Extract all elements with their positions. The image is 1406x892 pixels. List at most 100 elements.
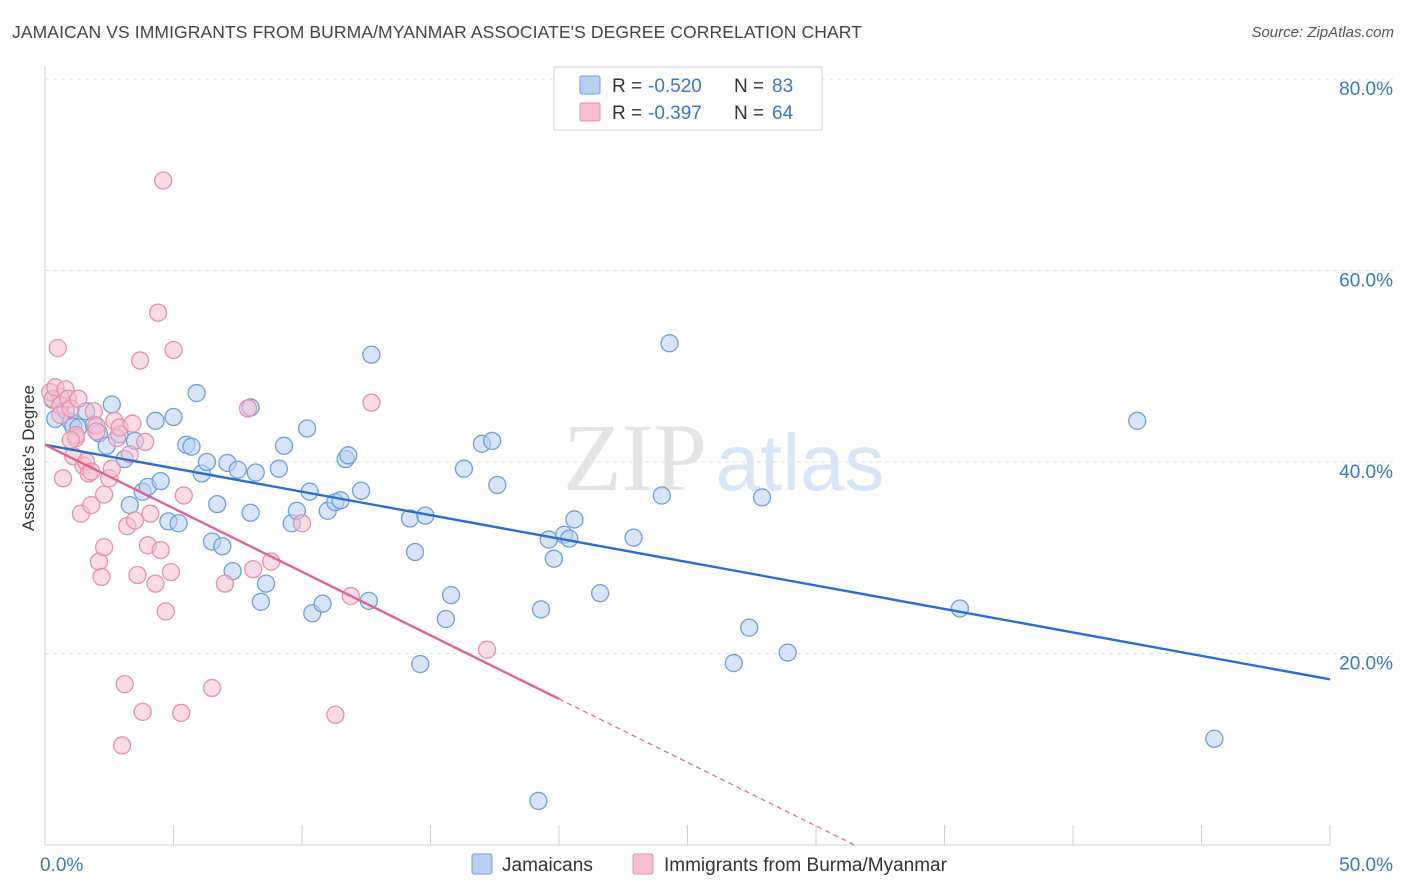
jamaican-point-18	[146, 411, 165, 430]
jamaican-point-58	[436, 609, 456, 629]
jamaican-point-19	[151, 471, 170, 491]
x-tick-label-0: 0.0%	[40, 855, 83, 876]
jamaican-point-76	[740, 618, 759, 637]
jamaican-point-79	[950, 599, 970, 618]
chart-title: JAMAICAN VS IMMIGRANTS FROM BURMA/MYANMA…	[12, 22, 862, 42]
burma-point-38	[130, 351, 150, 370]
jamaican-point-34	[241, 503, 260, 522]
burma-point-61	[477, 640, 497, 659]
burma-point-52	[202, 678, 222, 698]
jamaican-point-53	[362, 345, 381, 364]
y-tick-label-0: 80.0%	[1339, 79, 1393, 100]
burma-point-57	[292, 514, 312, 533]
axes	[44, 66, 1331, 846]
jamaican-point-11	[102, 395, 121, 414]
jamaican-point-60	[454, 459, 474, 478]
legend-n-value-pink: 64	[772, 103, 794, 124]
burma-point-49	[164, 340, 183, 360]
y-tick-label-1: 60.0%	[1339, 271, 1393, 292]
legend-item-burma: Immigrants from Burma/Myanmar	[664, 855, 948, 876]
jamaican-point-50	[339, 446, 358, 465]
jamaican-point-24	[182, 437, 201, 456]
burma-point-24	[94, 485, 114, 504]
watermark-zip: ZIP	[563, 404, 707, 511]
jamaican-point-56	[411, 654, 430, 674]
jamaican-point-35	[246, 463, 265, 482]
x-tick-label-1: 50.0%	[1339, 855, 1393, 876]
jamaican-point-51	[351, 481, 371, 500]
jamaican-point-29	[208, 494, 227, 514]
burma-point-60	[362, 393, 381, 412]
burma-point-36	[125, 511, 145, 530]
jamaican-point-39	[274, 436, 294, 455]
legend-swatch-pink	[579, 102, 601, 122]
jamaican-point-67	[544, 549, 564, 568]
burma-point-25	[94, 538, 114, 557]
legend-n-label-pink: N =	[734, 103, 764, 124]
burma-trend-line	[44, 443, 560, 700]
source-label: Source: ZipAtlas.com	[1251, 24, 1394, 41]
jamaican-point-66	[539, 530, 558, 549]
burma-point-55	[244, 560, 263, 579]
jamaican-point-81	[1205, 729, 1224, 748]
jamaican-point-38	[269, 459, 289, 478]
burma-point-45	[151, 540, 170, 560]
jamaican-point-72	[624, 528, 643, 547]
jamaican-point-25	[187, 383, 206, 403]
burma-point-48	[161, 562, 181, 582]
burma-point-23	[92, 567, 111, 587]
burma-point-51	[174, 486, 193, 505]
jamaican-point-75	[724, 653, 743, 673]
jamaican-point-71	[590, 584, 610, 603]
legend-n-value-blue: 83	[772, 76, 793, 97]
jamaican-point-70	[565, 510, 584, 529]
legend-item-jamaicans: Jamaicans	[502, 855, 593, 876]
series-burma	[40, 171, 497, 755]
burma-point-62	[87, 422, 106, 441]
y-tick-label-3: 20.0%	[1339, 654, 1393, 675]
jamaican-point-77	[752, 488, 772, 507]
burma-point-37	[128, 565, 147, 585]
jamaican-point-63	[488, 475, 507, 495]
burma-point-31	[112, 736, 132, 755]
jamaican-point-21	[164, 407, 183, 427]
jamaican-point-80	[1128, 411, 1147, 430]
watermark: ZIP atlas	[563, 404, 884, 511]
series-jamaicans	[43, 334, 1224, 811]
legend-r-value-pink: -0.397	[648, 103, 702, 124]
jamaican-point-73	[652, 486, 671, 505]
series-legend: Jamaicans Immigrants from Burma/Myanmar	[471, 853, 948, 876]
burma-point-63	[61, 430, 80, 450]
burma-point-6	[53, 469, 73, 488]
legend-r-label-pink: R =	[612, 103, 642, 124]
tick-labels: 80.0% 60.0% 40.0% 20.0% 0.0% 50.0%	[40, 79, 1393, 876]
burma-point-58	[326, 705, 345, 724]
burma-point-32	[115, 674, 134, 694]
burma-point-43	[146, 574, 165, 593]
burma-point-50	[172, 703, 191, 723]
burma-point-44	[148, 303, 168, 322]
y-axis-label: Associate's Degree	[19, 385, 38, 531]
legend-n-label-blue: N =	[734, 76, 764, 97]
jamaican-point-74	[660, 334, 679, 353]
burma-point-19	[82, 495, 101, 515]
legend-box: R = -0.520 N = 83 R = -0.397 N = 64	[553, 66, 823, 131]
burma-point-13	[69, 389, 88, 408]
legend-r-value-blue: -0.520	[648, 76, 702, 97]
jamaican-point-37	[256, 574, 276, 593]
jamaican-point-59	[441, 585, 461, 605]
jamaican-point-33	[228, 460, 247, 479]
legend-r-label-blue: R =	[612, 76, 642, 97]
jamaican-point-45	[313, 594, 332, 613]
jamaican-point-36	[251, 592, 271, 611]
legend-item-jamaicans-swatch	[471, 853, 493, 875]
jamaican-point-62	[483, 431, 502, 451]
jamaican-point-64	[529, 791, 548, 811]
burma-point-47	[156, 602, 175, 621]
jamaican-point-30	[213, 537, 232, 556]
jamaican-point-78	[778, 643, 797, 662]
jamaican-point-14	[120, 495, 139, 515]
burma-point-42	[141, 504, 160, 523]
trend-lines	[44, 443, 1331, 846]
